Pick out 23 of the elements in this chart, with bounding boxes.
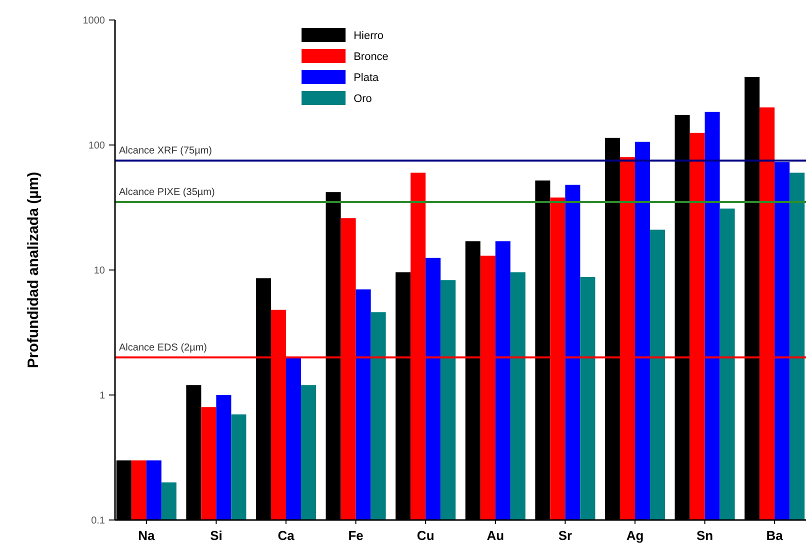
y-tick-label: 1 bbox=[99, 390, 106, 402]
x-tick-label: Au bbox=[486, 528, 504, 543]
x-tick-label: Ag bbox=[626, 528, 644, 543]
y-tick-label: 100 bbox=[88, 140, 106, 152]
y-axis-title: Profundidad analizada (µm) bbox=[25, 172, 42, 368]
x-tick-label: Cu bbox=[416, 528, 434, 543]
legend-label: Plata bbox=[354, 72, 380, 84]
x-tick-label: Ba bbox=[766, 528, 784, 543]
ref-line-label: Alcance XRF (75µm) bbox=[119, 146, 212, 157]
ref-line-label: Alcance PIXE (35µm) bbox=[119, 186, 215, 198]
legend-label: Bronce bbox=[354, 51, 388, 63]
x-tick-label: Si bbox=[210, 528, 222, 543]
y-tick-label: 1000 bbox=[82, 16, 106, 26]
y-tick-label: 0.1 bbox=[91, 516, 106, 526]
legend-label: Hierro bbox=[354, 30, 384, 42]
x-tick-label: Na bbox=[138, 528, 156, 543]
legend-label: Oro bbox=[354, 93, 372, 105]
ref-line-label: Alcance EDS (2µm) bbox=[119, 342, 208, 354]
y-tick-label: 10 bbox=[94, 266, 106, 276]
x-tick-label: Sn bbox=[696, 528, 714, 543]
x-tick-label: Sr bbox=[558, 528, 572, 543]
x-tick-label: Ca bbox=[278, 528, 296, 543]
x-tick-label: Fe bbox=[348, 528, 364, 543]
